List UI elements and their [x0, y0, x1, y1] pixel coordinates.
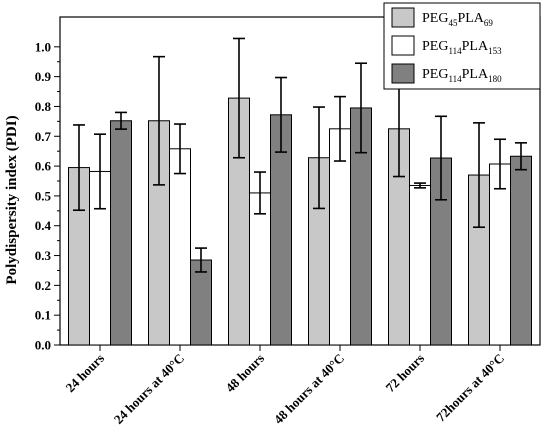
legend-swatch: [391, 7, 415, 28]
y-tick-label: 0.6: [35, 159, 52, 174]
bar: [489, 163, 511, 346]
series-PEG45PLA69: [68, 37, 490, 346]
y-tick-label: 0.8: [35, 99, 52, 114]
x-tick-label: 72 hours: [383, 351, 428, 396]
legend-swatch: [391, 35, 415, 56]
bar: [169, 148, 191, 346]
series-PEG114PLA180: [110, 62, 532, 346]
legend: PEG45PLA69 PEG114PLA153 PEG114PLA180: [383, 2, 541, 90]
x-tick-label: 72hours at 40°C: [433, 351, 507, 425]
bar: [249, 192, 271, 346]
bar: [110, 120, 132, 346]
legend-label: PEG45PLA69: [422, 11, 493, 28]
y-axis: 0.0 0.1 0.2 0.3 0.4 0.5 0.6 0.7 0.8 0.9 1.0: [35, 39, 60, 353]
y-tick-label: 0.0: [35, 338, 51, 353]
x-tick-label: 48 hours at 40°C: [271, 351, 347, 427]
x-tick-label: 48 hours: [223, 351, 268, 396]
bar: [510, 155, 532, 346]
y-axis-label: Polydispersity index (PDI): [4, 115, 20, 284]
bar: [190, 259, 212, 346]
series-PEG114PLA153: [89, 95, 511, 346]
y-tick-label: 0.1: [35, 308, 51, 323]
x-tick-label: 24 hours at 40°C: [111, 351, 187, 427]
y-tick-label: 0.7: [35, 129, 52, 144]
y-tick-label: 1.0: [35, 39, 51, 54]
y-tick-label: 0.2: [35, 278, 51, 293]
legend-swatch: [391, 63, 415, 84]
y-tick-label: 0.9: [35, 69, 52, 84]
y-tick-label: 0.4: [35, 218, 52, 233]
y-tick-label: 0.5: [35, 188, 52, 203]
x-axis: 24 hours 24 hours at 40°C 48 hours 48 hours…: [63, 345, 507, 427]
legend-label: PEG114PLA180: [422, 67, 502, 84]
x-tick-label: 24 hours: [63, 351, 108, 396]
bar-series-group: [68, 37, 532, 346]
legend-label: PEG114PLA153: [422, 39, 502, 56]
bar: [409, 184, 431, 346]
y-tick-label: 0.3: [35, 248, 52, 263]
